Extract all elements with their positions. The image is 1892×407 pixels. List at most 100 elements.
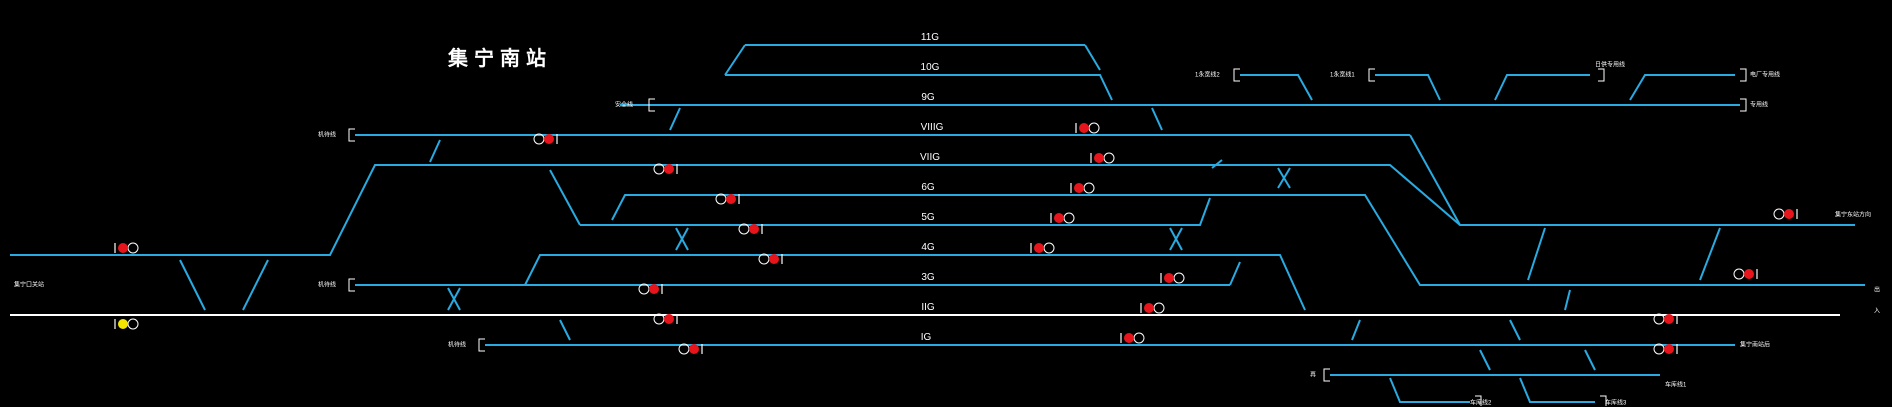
crossover-3G-IIG-b (447, 287, 461, 311)
track-11G-west-link (724, 44, 746, 76)
label-edge-1: 出 (1874, 287, 1881, 294)
label-west-station: 集宁口关站 (14, 282, 45, 289)
turnout-east-b (1699, 227, 1721, 281)
signal-lamp-off (1103, 152, 1115, 164)
track-5G (580, 197, 1211, 226)
signal-lamp-lit (1094, 153, 1104, 163)
buffer-depot-2 (348, 278, 355, 292)
label-line-bottom-a: 再 (1310, 372, 1317, 379)
signal-VIIIG-west[interactable] (533, 133, 558, 145)
track-VIIG (10, 164, 1855, 256)
track-label-4G: 4G (921, 242, 935, 253)
signal-west-IIG[interactable] (114, 318, 139, 330)
signal-lamp-lit (1144, 303, 1154, 313)
track-VIIIG-west-link (429, 139, 441, 163)
signal-lamp-off (1773, 208, 1785, 220)
signal-3G-west[interactable] (638, 283, 663, 295)
track-label-11G: 11G (920, 32, 940, 43)
label-depot-1: 机待线 (318, 132, 337, 139)
signal-IG-east[interactable] (1120, 332, 1145, 344)
spur-right-top (1494, 74, 1590, 101)
label-line-bottom-c: 车库线2 (1470, 400, 1492, 407)
label-line-1-2: 1永宽线2 (1195, 72, 1220, 79)
signal-lamp-off (1153, 302, 1165, 314)
buffer-bottom-b (1600, 395, 1607, 406)
signal-east-6G[interactable] (1733, 268, 1758, 280)
track-3G-east-link (1229, 261, 1241, 286)
signal-lamp-lit (1079, 123, 1089, 133)
spur-bottom-a (1389, 377, 1470, 403)
signal-lamp-lit (1664, 314, 1674, 324)
turnout-VIIG-a (1211, 159, 1223, 169)
turnout-bottom-b (1584, 349, 1596, 371)
track-label-3G: 3G (921, 272, 935, 283)
signal-lamp-lit (1784, 209, 1794, 219)
signal-lamp-off (1083, 182, 1095, 194)
signal-IG-west[interactable] (678, 343, 703, 355)
track-10G (725, 74, 1113, 101)
label-line-right-top: 日供专用线 (1595, 62, 1626, 69)
signal-lamp-lit (769, 254, 779, 264)
turnout-west-a (179, 259, 206, 311)
signal-east-IIG[interactable] (1653, 313, 1678, 325)
buffer-safety-line (648, 98, 655, 112)
signal-lamp-lit (1034, 243, 1044, 253)
label-depot-3: 机待线 (448, 342, 467, 349)
signal-lamp-off (1063, 212, 1075, 224)
signal-east-IG[interactable] (1653, 343, 1678, 355)
turnout-bottom-a (1479, 349, 1491, 371)
signal-4G-west[interactable] (758, 253, 783, 265)
signal-VIIIG-east[interactable] (1075, 122, 1100, 134)
signal-6G-west[interactable] (715, 193, 740, 205)
spur-bottom-b (1519, 377, 1595, 403)
spur-right-a (1629, 74, 1735, 101)
buffer-bottom (1323, 368, 1330, 382)
signal-lamp-lit (749, 224, 759, 234)
signal-lamp-off (1173, 272, 1185, 284)
track-VIIIG-east-link (1409, 134, 1461, 226)
track-label-6G: 6G (921, 182, 935, 193)
signal-lamp-off (127, 242, 139, 254)
signal-5G-east[interactable] (1050, 212, 1075, 224)
track-label-VIIIG: VIIIG (920, 122, 944, 133)
signal-west-VIIG[interactable] (114, 242, 139, 254)
label-line-right-b: 专用线 (1750, 102, 1769, 109)
signal-VIIG-east[interactable] (1090, 152, 1115, 164)
signal-IIG-west[interactable] (653, 313, 678, 325)
turnout-west-b (242, 259, 269, 311)
crossover-5G-4G-b (675, 227, 689, 251)
signal-lamp-lit (664, 314, 674, 324)
track-label-10G: 10G (920, 62, 940, 73)
buffer-depot-3 (478, 338, 485, 352)
signal-5G-west[interactable] (738, 223, 763, 235)
track-label-9G: 9G (921, 92, 935, 103)
track-6G (611, 194, 1865, 286)
turnout-east-a (1527, 227, 1546, 281)
signal-lamp-off (1088, 122, 1100, 134)
signal-lamp-lit (118, 243, 128, 253)
signal-3G-east[interactable] (1160, 272, 1185, 284)
signal-east-VIIG[interactable] (1773, 208, 1798, 220)
signal-lamp-lit (726, 194, 736, 204)
label-line-right-a: 电厂专用线 (1750, 72, 1781, 79)
track-label-5G: 5G (921, 212, 935, 223)
buffer-depot-1 (348, 128, 355, 142)
label-safety-line: 安全线 (615, 102, 634, 109)
track-9G-crossover (669, 107, 681, 131)
signal-6G-east[interactable] (1070, 182, 1095, 194)
buffer-right-a (1740, 68, 1747, 82)
signal-lamp-lit (1074, 183, 1084, 193)
signal-IIG-east[interactable] (1140, 302, 1165, 314)
signal-VIIG-west[interactable] (653, 163, 678, 175)
track-label-IIG: IIG (921, 302, 935, 313)
track-VIIG-branch (549, 169, 581, 226)
signal-4G-east[interactable] (1030, 242, 1055, 254)
signal-lamp-lit (544, 134, 554, 144)
track-label-VIIG: VIIG (919, 152, 941, 163)
track-9G-east-link (1151, 107, 1163, 131)
signal-lamp-lit (649, 284, 659, 294)
turnout-IG-link (559, 319, 571, 341)
buffer-spur-1-1 (1368, 68, 1375, 82)
label-line-1-1: 1永宽线1 (1330, 72, 1355, 79)
